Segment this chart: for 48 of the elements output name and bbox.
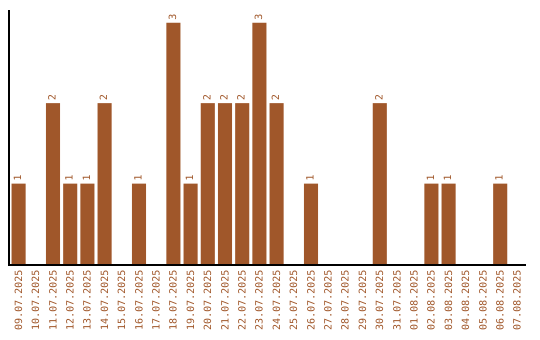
- x-tick-label: 07.08.2025: [512, 270, 524, 330]
- x-tick-label: 29.07.2025: [358, 270, 369, 330]
- x-tick-label: 06.08.2025: [495, 270, 506, 330]
- x-tick-label: 18.07.2025: [168, 270, 180, 330]
- x-tick-label: 10.07.2025: [31, 270, 42, 330]
- data-label: 1: [494, 174, 506, 181]
- data-label: 1: [134, 174, 144, 181]
- data-label: 2: [236, 94, 248, 100]
- data-label: 1: [443, 174, 454, 181]
- data-label: 1: [426, 174, 437, 181]
- data-label: 1: [64, 174, 76, 181]
- data-label: 2: [374, 94, 386, 100]
- x-tick-label: 23.07.2025: [254, 270, 266, 330]
- data-label: 2: [220, 94, 230, 100]
- data-label: 2: [202, 94, 214, 100]
- data-label: 3: [254, 14, 265, 20]
- x-tick-label: 11.07.2025: [48, 270, 60, 330]
- data-label: 2: [271, 94, 282, 100]
- x-tick-label: 16.07.2025: [134, 270, 146, 330]
- x-tick-label: 22.07.2025: [237, 270, 248, 330]
- x-tick-label: 03.08.2025: [444, 270, 455, 330]
- x-tick-label: 15.07.2025: [117, 270, 128, 330]
- data-label: 3: [168, 14, 179, 20]
- x-tick-label: 17.07.2025: [151, 270, 162, 330]
- data-label: 1: [82, 174, 93, 181]
- x-tick-label: 09.07.2025: [14, 270, 25, 330]
- x-tick-label: 12.07.2025: [65, 270, 76, 330]
- x-tick-label: 05.08.2025: [478, 270, 490, 330]
- x-tick-label: 27.07.2025: [323, 270, 334, 330]
- x-tick-label: 04.08.2025: [461, 270, 472, 330]
- x-tick-label: 01.08.2025: [409, 270, 420, 330]
- x-tick-label: 26.07.2025: [306, 270, 318, 330]
- x-tick-label: 19.07.2025: [186, 270, 197, 330]
- x-tick-label: 14.07.2025: [100, 270, 111, 330]
- data-label: 1: [13, 174, 24, 181]
- data-label: 1: [306, 174, 316, 181]
- x-tick-label: 28.07.2025: [340, 270, 352, 330]
- x-tick-label: 24.07.2025: [272, 270, 283, 330]
- x-tick-label: 31.07.2025: [392, 270, 404, 330]
- data-label: 2: [48, 94, 58, 100]
- x-tick-label: 21.07.2025: [220, 270, 232, 330]
- x-tick-label: 20.07.2025: [203, 270, 214, 330]
- x-tick-label: 30.07.2025: [375, 270, 386, 330]
- x-tick-label: 25.07.2025: [289, 270, 300, 330]
- data-label: 1: [185, 174, 196, 181]
- x-tick-label: 13.07.2025: [82, 270, 94, 330]
- data-label: 2: [99, 94, 110, 100]
- x-tick-label: 02.08.2025: [426, 270, 438, 330]
